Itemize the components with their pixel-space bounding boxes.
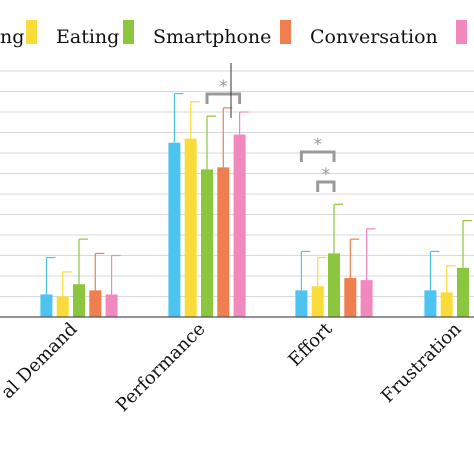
bar: [184, 138, 197, 317]
bar: [168, 142, 181, 317]
bar: [328, 253, 340, 317]
bar: [40, 294, 53, 317]
significance-label: *: [219, 77, 228, 97]
bar: [344, 278, 357, 317]
x-tick-label: al Demand: [0, 319, 82, 403]
bar: [295, 290, 308, 317]
x-tick-label: Performance: [112, 319, 209, 416]
bar: [311, 286, 324, 317]
legend-swatch: [123, 20, 134, 44]
bar: [360, 280, 373, 317]
significance-bracket: [299, 150, 336, 162]
bar: [440, 292, 453, 317]
bar: [89, 290, 102, 317]
legend-swatch: [456, 20, 467, 44]
bar: [217, 167, 230, 317]
legend-swatch: [280, 20, 291, 44]
bar: [424, 290, 437, 317]
error-bars: [45, 92, 472, 297]
significance-label: *: [313, 135, 322, 155]
significance-markers: ***: [205, 77, 336, 192]
legend-label: Smartphone: [153, 26, 271, 48]
x-tick-label: Effort: [284, 318, 337, 371]
legend-swatch: [26, 20, 37, 44]
bar: [201, 169, 213, 317]
significance-bracket: [316, 180, 336, 192]
significance-label: *: [322, 165, 331, 185]
axis: [0, 63, 474, 318]
bar: [73, 284, 85, 317]
bar: [105, 294, 118, 317]
legend-label: ng: [0, 26, 24, 48]
bar: [233, 134, 246, 317]
bar: [457, 267, 469, 317]
legend: ng Eating Smartphone Conversation: [0, 20, 467, 48]
bar: [56, 296, 69, 317]
significance-bracket: [205, 92, 242, 104]
x-tick-label: Frustration: [377, 318, 466, 407]
x-tick-labels: al DemandPerformanceEffortFrustrationO: [0, 318, 466, 416]
bars: [40, 134, 469, 317]
legend-label: Conversation: [310, 26, 438, 48]
legend-label: Eating: [56, 26, 119, 48]
